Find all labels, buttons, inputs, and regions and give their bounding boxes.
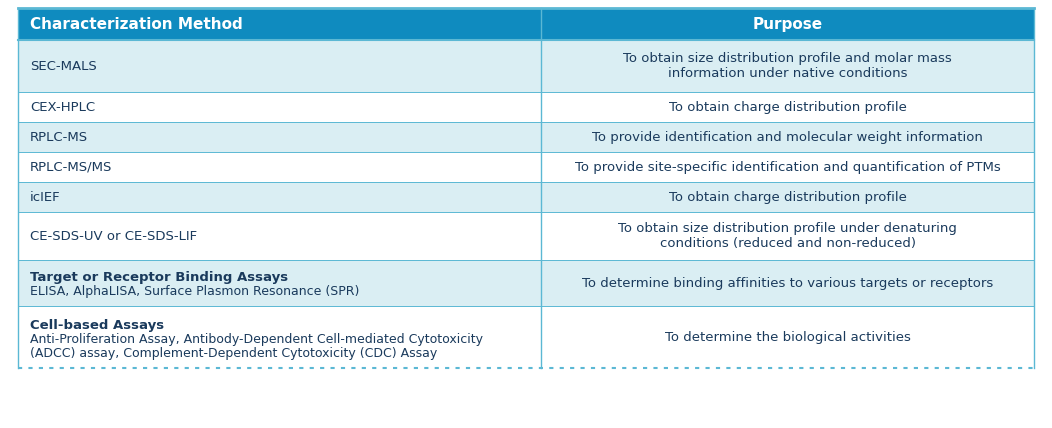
Bar	[18, 92, 1034, 122]
Text: To determine binding affinities to various targets or receptors: To determine binding affinities to vario…	[582, 276, 993, 289]
Text: Purpose: Purpose	[752, 17, 823, 32]
Bar	[18, 122, 1034, 152]
Text: Characterization Method: Characterization Method	[31, 17, 243, 32]
Text: RPLC-MS: RPLC-MS	[31, 131, 88, 143]
Bar	[18, 8, 1034, 40]
Text: To provide identification and molecular weight information: To provide identification and molecular …	[592, 131, 983, 143]
Text: Target or Receptor Binding Assays: Target or Receptor Binding Assays	[31, 271, 288, 285]
Bar	[18, 152, 1034, 182]
Text: icIEF: icIEF	[31, 190, 61, 203]
Text: Anti-Proliferation Assay, Antibody-Dependent Cell-mediated Cytotoxicity: Anti-Proliferation Assay, Antibody-Depen…	[31, 333, 483, 345]
Text: To obtain charge distribution profile: To obtain charge distribution profile	[669, 190, 907, 203]
Text: To obtain size distribution profile under denaturing: To obtain size distribution profile unde…	[619, 222, 957, 235]
Text: Cell-based Assays: Cell-based Assays	[31, 318, 164, 332]
Bar	[18, 260, 1034, 306]
Text: conditions (reduced and non-reduced): conditions (reduced and non-reduced)	[660, 237, 915, 250]
Text: RPLC-MS/MS: RPLC-MS/MS	[31, 160, 113, 173]
Text: SEC-MALS: SEC-MALS	[31, 59, 97, 72]
Text: To determine the biological activities: To determine the biological activities	[665, 330, 911, 344]
Text: To obtain charge distribution profile: To obtain charge distribution profile	[669, 101, 907, 113]
Text: CE-SDS-UV or CE-SDS-LIF: CE-SDS-UV or CE-SDS-LIF	[31, 229, 197, 243]
Bar	[18, 212, 1034, 260]
Bar	[18, 40, 1034, 92]
Bar	[18, 306, 1034, 368]
Text: ELISA, AlphaLISA, Surface Plasmon Resonance (SPR): ELISA, AlphaLISA, Surface Plasmon Resona…	[31, 285, 360, 298]
Text: To obtain size distribution profile and molar mass: To obtain size distribution profile and …	[623, 52, 952, 65]
Text: To provide site-specific identification and quantification of PTMs: To provide site-specific identification …	[574, 160, 1000, 173]
Text: CEX-HPLC: CEX-HPLC	[31, 101, 95, 113]
Text: information under native conditions: information under native conditions	[668, 67, 908, 80]
Bar	[18, 182, 1034, 212]
Text: (ADCC) assay, Complement-Dependent Cytotoxicity (CDC) Assay: (ADCC) assay, Complement-Dependent Cytot…	[31, 347, 438, 360]
